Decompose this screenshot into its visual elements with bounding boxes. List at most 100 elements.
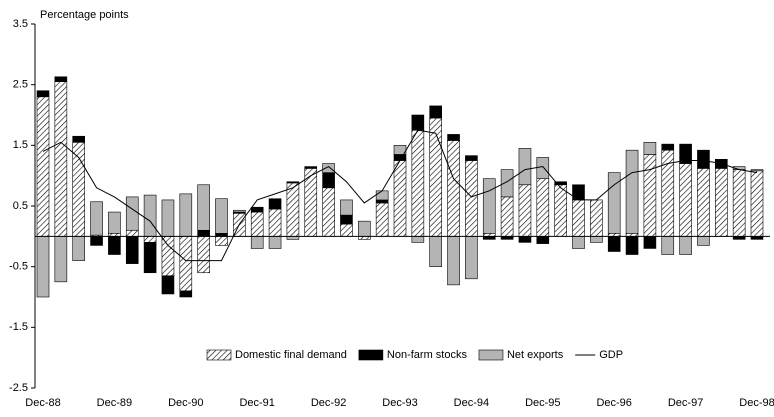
bar-segment xyxy=(750,169,764,172)
bar-segment xyxy=(340,223,353,237)
bar-segment xyxy=(429,105,443,119)
bar-segment xyxy=(732,169,746,237)
bar-segment xyxy=(357,220,371,237)
bar-segment xyxy=(411,114,425,131)
bar-segment xyxy=(161,275,175,295)
bar-segment xyxy=(215,236,228,246)
bar-segment xyxy=(108,236,121,255)
bar-segment xyxy=(90,236,103,246)
bar-segment xyxy=(375,190,389,201)
bar-segment xyxy=(518,236,532,243)
bar-segment xyxy=(197,236,210,274)
legend-swatch xyxy=(478,349,504,361)
bar-segment xyxy=(268,208,282,237)
bar-segment xyxy=(572,199,585,237)
bar-segment xyxy=(143,242,157,274)
bar-segment xyxy=(500,169,514,198)
legend-label: Domestic final demand xyxy=(235,349,347,361)
y-tick-label: 0.5 xyxy=(13,200,28,212)
x-tick-label: Dec-88 xyxy=(25,397,60,409)
bar-segment xyxy=(197,184,210,231)
legend-swatch xyxy=(358,349,384,361)
bar-segment xyxy=(518,184,532,237)
bar-segment xyxy=(322,172,335,189)
bar-segment xyxy=(679,143,692,164)
bar-segment xyxy=(536,178,550,237)
bar-segment xyxy=(447,236,460,286)
bar-segment xyxy=(250,236,264,249)
bar-segment xyxy=(304,166,318,169)
bar-segment xyxy=(447,140,460,237)
bar-segment xyxy=(340,199,353,216)
bar-segment xyxy=(340,214,353,225)
y-tick-label: -1.5 xyxy=(9,321,28,333)
bar-segment xyxy=(125,236,139,264)
bar-segment xyxy=(697,149,710,169)
bar-segment xyxy=(179,236,193,292)
bar-segment xyxy=(108,211,121,234)
bar-segment xyxy=(482,178,496,234)
x-tick-label: Dec-94 xyxy=(454,397,489,409)
bar-segment xyxy=(607,236,621,252)
bar-segment xyxy=(72,135,85,143)
bar-segment xyxy=(643,154,657,237)
y-tick-label: 2.5 xyxy=(13,79,28,91)
bar-segment xyxy=(179,290,193,298)
bar-segment xyxy=(161,199,175,237)
bar-segment xyxy=(661,236,675,255)
bar-segment xyxy=(518,148,532,186)
legend-swatch xyxy=(206,349,232,361)
bar-segment xyxy=(268,198,282,210)
bar-segment xyxy=(215,198,228,234)
bar-segment xyxy=(161,236,175,277)
x-tick-label: Dec-98 xyxy=(739,397,774,409)
bar-segment xyxy=(322,163,335,173)
bar-segment xyxy=(411,236,425,243)
bar-segment xyxy=(54,76,68,82)
bar-segment xyxy=(411,129,425,237)
bar-segment xyxy=(375,202,389,237)
bar-segment xyxy=(643,236,657,249)
bar-segment xyxy=(286,182,300,237)
gdp-line xyxy=(42,129,758,262)
bar-segment xyxy=(54,81,68,237)
legend-label: GDP xyxy=(599,349,623,361)
y-tick-label: 1.5 xyxy=(13,139,28,151)
bar-segment xyxy=(268,236,282,249)
bar-segment xyxy=(590,236,603,243)
bar-segment xyxy=(36,96,50,237)
bar-segment xyxy=(197,229,210,237)
bar-segment xyxy=(643,142,657,155)
bar-segment xyxy=(286,181,300,184)
legend-label: Net exports xyxy=(507,349,564,361)
legend-label: Non-farm stocks xyxy=(387,349,468,361)
y-tick-label: -2.5 xyxy=(9,382,28,394)
y-tick-label: -0.5 xyxy=(9,261,28,273)
bar-segment xyxy=(465,160,478,237)
bar-segment xyxy=(250,206,264,213)
bar-segment xyxy=(143,236,157,243)
bar-segment xyxy=(465,236,478,280)
bar-segment xyxy=(233,209,246,213)
bar-segment xyxy=(429,117,443,237)
bar-segment xyxy=(625,236,639,255)
bar-segment xyxy=(679,236,692,255)
bar-segment xyxy=(447,134,460,141)
bar-segment xyxy=(697,168,710,237)
bar-segment xyxy=(125,196,139,231)
x-tick-label: Dec-95 xyxy=(525,397,560,409)
bar-segment xyxy=(554,184,567,237)
x-tick-label: Dec-91 xyxy=(239,397,274,409)
bar-segment xyxy=(625,149,639,234)
bar-segment xyxy=(536,157,550,179)
bar-segment xyxy=(72,142,85,237)
bar-segment xyxy=(322,187,335,237)
y-tick-label: 3.5 xyxy=(13,18,28,30)
bar-segment xyxy=(554,181,567,186)
x-tick-label: Dec-97 xyxy=(668,397,703,409)
x-tick-label: Dec-90 xyxy=(168,397,203,409)
bar-segment xyxy=(572,236,585,249)
bar-segment xyxy=(661,143,675,151)
bar-segment xyxy=(679,163,692,237)
